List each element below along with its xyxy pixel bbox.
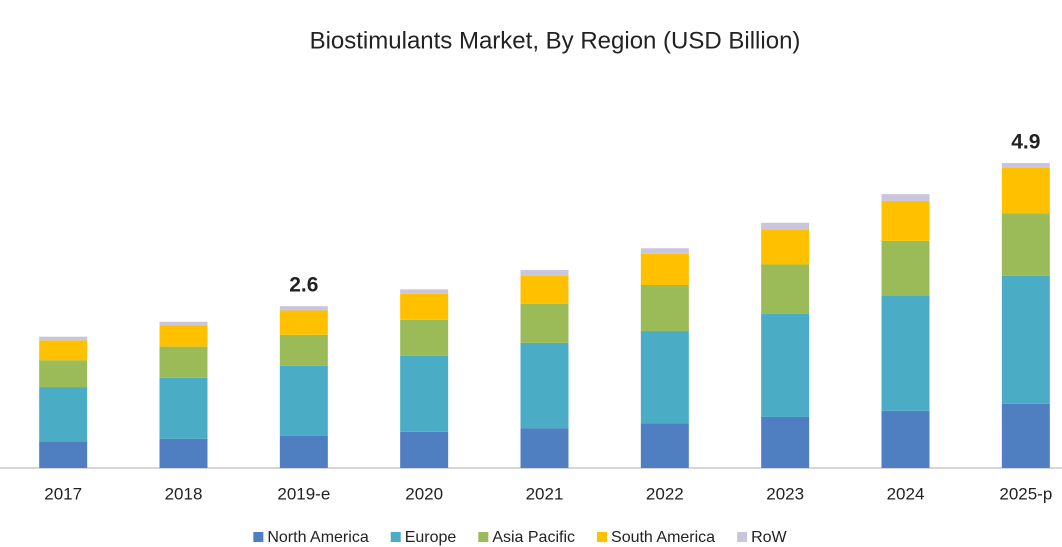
bar-segment bbox=[881, 240, 930, 296]
bar-segment bbox=[279, 435, 328, 468]
x-tick-label: 2018 bbox=[165, 484, 203, 503]
legend-label: RoW bbox=[751, 529, 787, 546]
bar-segment bbox=[279, 365, 328, 436]
bar-segment bbox=[761, 313, 810, 417]
bar-segment bbox=[159, 377, 208, 439]
x-tick-label: 2017 bbox=[44, 484, 82, 503]
bar-segment bbox=[159, 346, 208, 378]
bar-segment bbox=[640, 423, 689, 468]
legend-swatch bbox=[390, 532, 401, 542]
legend-label: Europe bbox=[405, 529, 457, 546]
bar-segment bbox=[520, 342, 569, 429]
bar-segment bbox=[761, 416, 810, 468]
legend-swatch bbox=[253, 532, 264, 542]
bar-segment bbox=[1001, 167, 1050, 214]
bar-segment bbox=[39, 340, 88, 361]
bar-segment bbox=[39, 387, 88, 442]
bar-segment bbox=[520, 303, 569, 343]
bar-segment bbox=[520, 275, 569, 304]
bar-segment bbox=[881, 295, 930, 411]
legend-label: Asia Pacific bbox=[492, 529, 575, 546]
legend-label: South America bbox=[611, 529, 715, 546]
bar-segment bbox=[520, 270, 569, 276]
bar-segment bbox=[640, 248, 689, 254]
x-tick-label: 2020 bbox=[405, 484, 443, 503]
x-tick-label: 2025-p bbox=[999, 484, 1052, 503]
bar-segment bbox=[881, 200, 930, 241]
bar-segment bbox=[279, 306, 328, 311]
bar-segment bbox=[159, 438, 208, 468]
x-tick-label: 2022 bbox=[646, 484, 684, 503]
bar-segment bbox=[400, 293, 449, 320]
total-label: 4.9 bbox=[1011, 131, 1040, 154]
legend-swatch bbox=[597, 532, 608, 542]
x-tick-label: 2021 bbox=[526, 484, 564, 503]
bar-segment bbox=[39, 336, 88, 341]
bar-segment bbox=[761, 264, 810, 314]
chart-title: Biostimulants Market, By Region (USD Bil… bbox=[310, 27, 801, 54]
x-tick-label: 2024 bbox=[887, 484, 925, 503]
total-label: 2.6 bbox=[289, 274, 318, 297]
bar-segment bbox=[400, 431, 449, 468]
bar-segment bbox=[400, 289, 449, 294]
legend-label: North America bbox=[267, 529, 368, 546]
bar-segment bbox=[279, 310, 328, 335]
bar-segment bbox=[1001, 163, 1050, 168]
x-tick-label: 2023 bbox=[766, 484, 804, 503]
bar-segment bbox=[520, 428, 569, 468]
bar-segment bbox=[400, 319, 449, 356]
bar-segment bbox=[761, 229, 810, 265]
bar-segment bbox=[1001, 403, 1050, 468]
bar-segment bbox=[159, 325, 208, 347]
bar-segment bbox=[1001, 213, 1050, 276]
bar-segment bbox=[640, 253, 689, 285]
legend-swatch bbox=[478, 532, 489, 542]
bar-segment bbox=[279, 334, 328, 366]
legend-swatch bbox=[737, 532, 748, 542]
bar-segment bbox=[1001, 275, 1050, 404]
bar-segment bbox=[881, 194, 930, 201]
bar-segment bbox=[400, 355, 449, 432]
bar-segment bbox=[39, 360, 88, 388]
bar-segment bbox=[39, 441, 88, 468]
bar-segment bbox=[640, 285, 689, 332]
x-tick-label: 2019-e bbox=[277, 484, 330, 503]
bar-segment bbox=[640, 331, 689, 424]
bar-segment bbox=[159, 321, 208, 326]
bar-segment bbox=[881, 410, 930, 468]
bar-segment bbox=[761, 222, 810, 230]
